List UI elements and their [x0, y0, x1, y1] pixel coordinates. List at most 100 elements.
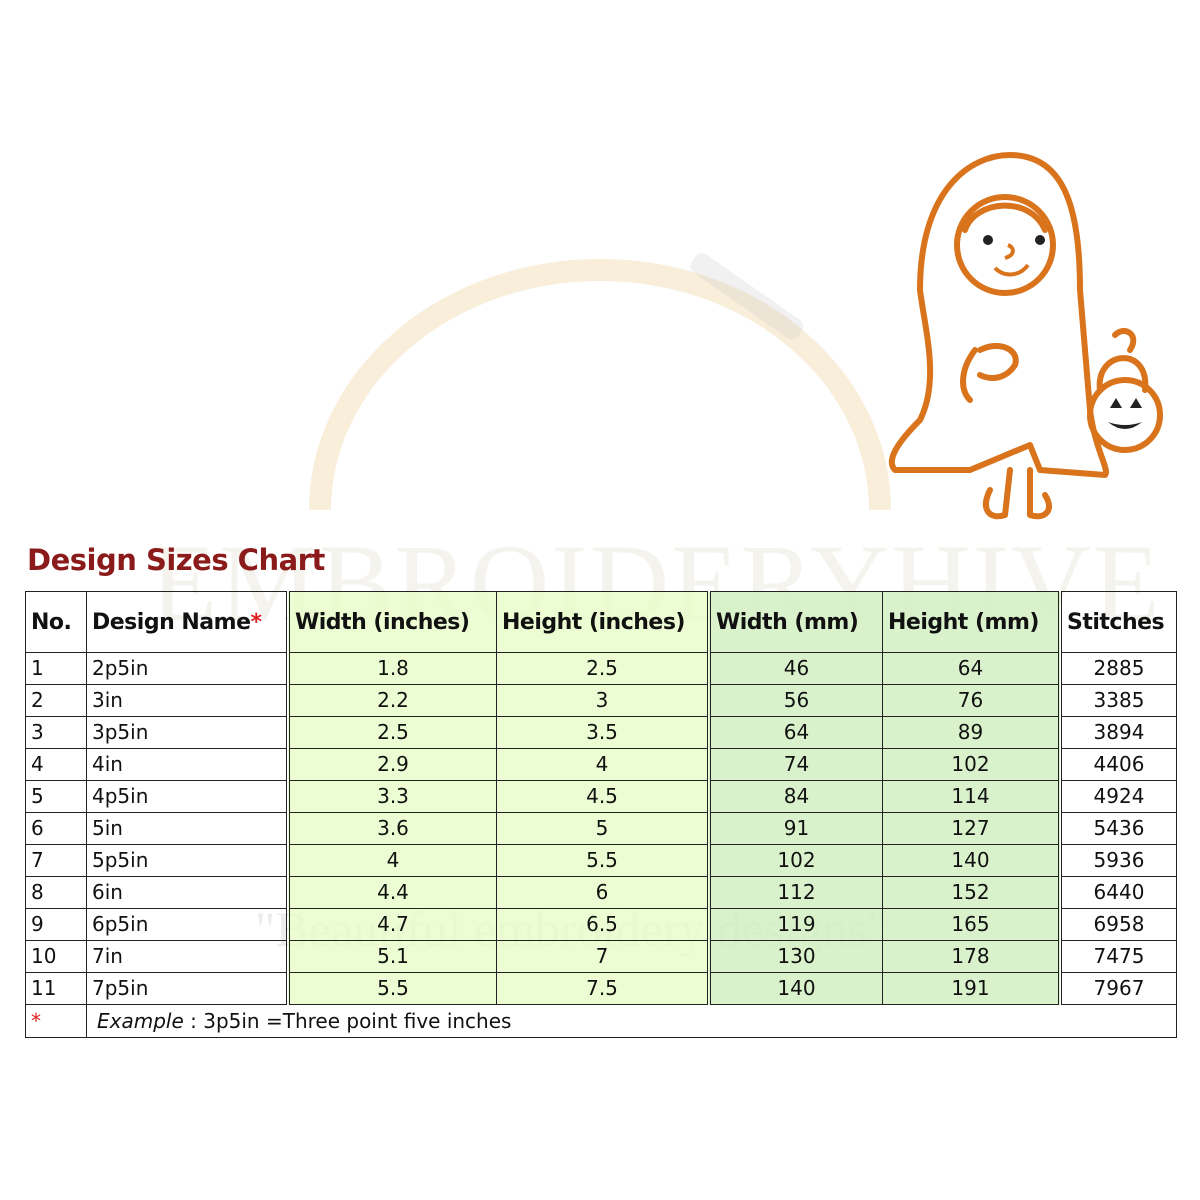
table-row: 6 5in 3.6 5 91 127 5436 — [25, 812, 1177, 845]
table-row: 1 2p5in 1.8 2.5 46 64 2885 — [25, 652, 1177, 685]
cell-design-name: 7in — [86, 940, 290, 973]
cell-no: 4 — [25, 748, 87, 781]
cell-height-mm: 140 — [882, 844, 1062, 877]
cell-height-inches: 7 — [496, 940, 711, 973]
table-row: 7 5p5in 4 5.5 102 140 5936 — [25, 844, 1177, 877]
asterisk: * — [31, 1008, 41, 1033]
cell-stitches: 5436 — [1059, 812, 1177, 845]
table-row: 5 4p5in 3.3 4.5 84 114 4924 — [25, 780, 1177, 813]
cell-width-inches: 2.9 — [287, 748, 497, 781]
cell-width-mm: 84 — [708, 780, 883, 813]
cell-design-name: 3in — [86, 684, 290, 717]
cell-stitches: 6958 — [1059, 908, 1177, 941]
header-design-name: Design Name* — [86, 591, 290, 653]
table-row: 2 3in 2.2 3 56 76 3385 — [25, 684, 1177, 717]
cell-no: 7 — [25, 844, 87, 877]
cell-width-mm: 119 — [708, 908, 883, 941]
cell-no: 6 — [25, 812, 87, 845]
chart-title: Design Sizes Chart — [27, 543, 325, 577]
cell-width-mm: 46 — [708, 652, 883, 685]
cell-width-inches: 5.5 — [287, 972, 497, 1005]
cell-no: 1 — [25, 652, 87, 685]
header-row: No. Design Name* Width (inches) Height (… — [25, 591, 1177, 653]
table-row: 10 7in 5.1 7 130 178 7475 — [25, 940, 1177, 973]
cell-height-mm: 191 — [882, 972, 1062, 1005]
cell-width-inches: 2.2 — [287, 684, 497, 717]
cell-height-mm: 114 — [882, 780, 1062, 813]
cell-height-inches: 4.5 — [496, 780, 711, 813]
footnote-body: : 3p5in =Three point five inches — [183, 1008, 512, 1033]
table-row: 9 6p5in 4.7 6.5 119 165 6958 — [25, 908, 1177, 941]
header-width-inches: Width (inches) — [287, 591, 497, 653]
footnote-label: Example — [97, 1008, 184, 1033]
cell-stitches: 3894 — [1059, 716, 1177, 749]
cell-height-mm: 127 — [882, 812, 1062, 845]
cell-design-name: 4in — [86, 748, 290, 781]
cell-height-inches: 5.5 — [496, 844, 711, 877]
cell-height-mm: 178 — [882, 940, 1062, 973]
cell-design-name: 6in — [86, 876, 290, 909]
footnote-row: * Example : 3p5in =Three point five inch… — [25, 1004, 1177, 1038]
cell-width-mm: 74 — [708, 748, 883, 781]
cell-height-mm: 152 — [882, 876, 1062, 909]
cell-no: 11 — [25, 972, 87, 1005]
cell-height-mm: 89 — [882, 716, 1062, 749]
cell-height-inches: 6.5 — [496, 908, 711, 941]
cell-width-inches: 4.7 — [287, 908, 497, 941]
cell-no: 10 — [25, 940, 87, 973]
cell-width-inches: 4 — [287, 844, 497, 877]
cell-design-name: 6p5in — [86, 908, 290, 941]
cell-width-inches: 3.3 — [287, 780, 497, 813]
cell-stitches: 3385 — [1059, 684, 1177, 717]
cell-width-inches: 3.6 — [287, 812, 497, 845]
cell-height-inches: 4 — [496, 748, 711, 781]
asterisk: * — [250, 609, 263, 635]
cell-width-inches: 5.1 — [287, 940, 497, 973]
cell-stitches: 2885 — [1059, 652, 1177, 685]
cell-no: 2 — [25, 684, 87, 717]
cell-width-mm: 56 — [708, 684, 883, 717]
cell-no: 8 — [25, 876, 87, 909]
table-row: 11 7p5in 5.5 7.5 140 191 7967 — [25, 972, 1177, 1005]
hoop-watermark-logo — [309, 253, 891, 511]
cell-stitches: 4406 — [1059, 748, 1177, 781]
cell-height-mm: 76 — [882, 684, 1062, 717]
header-height-inches: Height (inches) — [496, 591, 711, 653]
cell-no: 5 — [25, 780, 87, 813]
cell-design-name: 4p5in — [86, 780, 290, 813]
footnote-marker: * — [25, 1004, 87, 1038]
cell-height-inches: 3 — [496, 684, 711, 717]
cell-height-inches: 7.5 — [496, 972, 711, 1005]
header-width-mm: Width (mm) — [708, 591, 883, 653]
cell-height-inches: 3.5 — [496, 716, 711, 749]
cell-width-mm: 64 — [708, 716, 883, 749]
cell-stitches: 5936 — [1059, 844, 1177, 877]
table-row: 3 3p5in 2.5 3.5 64 89 3894 — [25, 716, 1177, 749]
footnote-text: Example : 3p5in =Three point five inches — [86, 1004, 1177, 1038]
cell-no: 3 — [25, 716, 87, 749]
cell-stitches: 7967 — [1059, 972, 1177, 1005]
cell-height-inches: 6 — [496, 876, 711, 909]
cell-width-inches: 2.5 — [287, 716, 497, 749]
cell-height-inches: 5 — [496, 812, 711, 845]
cell-design-name: 2p5in — [86, 652, 290, 685]
cell-stitches: 4924 — [1059, 780, 1177, 813]
cell-design-name: 5p5in — [86, 844, 290, 877]
cell-width-mm: 130 — [708, 940, 883, 973]
cell-width-mm: 140 — [708, 972, 883, 1005]
table-row: 8 6in 4.4 6 112 152 6440 — [25, 876, 1177, 909]
design-sizes-table: No. Design Name* Width (inches) Height (… — [25, 591, 1177, 1038]
header-design-name-label: Design Name — [92, 609, 251, 635]
ghost-child-embroidery-illustration — [888, 152, 1163, 520]
cell-height-mm: 64 — [882, 652, 1062, 685]
cell-height-mm: 102 — [882, 748, 1062, 781]
cell-height-mm: 165 — [882, 908, 1062, 941]
table-row: 4 4in 2.9 4 74 102 4406 — [25, 748, 1177, 781]
cell-stitches: 6440 — [1059, 876, 1177, 909]
header-no: No. — [25, 591, 87, 653]
cell-width-mm: 112 — [708, 876, 883, 909]
cell-width-inches: 1.8 — [287, 652, 497, 685]
cell-height-inches: 2.5 — [496, 652, 711, 685]
cell-no: 9 — [25, 908, 87, 941]
cell-width-mm: 91 — [708, 812, 883, 845]
